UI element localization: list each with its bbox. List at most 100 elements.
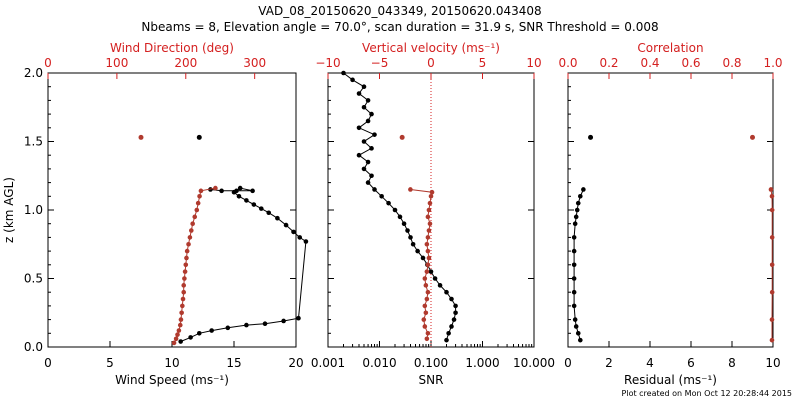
residual-residual-point: [578, 194, 583, 199]
snr-snr-point: [415, 248, 420, 254]
residual-residual-point: [575, 200, 581, 206]
snr-vertical-velocity-point: [425, 214, 431, 220]
snr-snr-point: [361, 139, 367, 144]
wind-wind-speed-point: [237, 185, 243, 191]
wind-wind-direction-point: [184, 255, 189, 261]
wind-wind-direction-point: [198, 188, 204, 194]
wind-wind-speed-point: [234, 188, 239, 194]
snr-snr-point: [361, 84, 367, 89]
wind-wind-direction-point: [194, 207, 200, 213]
snr-vertical-velocity-point: [423, 310, 429, 316]
residual-residual-point: [573, 324, 579, 329]
wind-wind-direction-point: [182, 276, 187, 281]
snr-snr-point: [386, 200, 391, 206]
snr-vertical-velocity-point: [427, 200, 433, 206]
wind-xtick-bottom-label: 5: [106, 356, 114, 370]
snr-xtick-bottom-label: 10.000: [513, 356, 555, 370]
snr-snr-point: [428, 269, 434, 274]
wind-wind-direction-point: [184, 248, 190, 254]
snr-snr-point: [451, 317, 457, 322]
residual-residual-point: [573, 214, 579, 220]
residual-xtick-top-label: 0.8: [722, 56, 741, 70]
snr-xtick-bottom-label: 0.001: [311, 356, 345, 370]
residual-residual-point: [571, 248, 577, 254]
wind-wind-direction-point: [187, 235, 193, 240]
snr-xtick-bottom-label: 0.100: [414, 356, 448, 370]
snr-snr-point: [449, 296, 454, 302]
snr-snr-point: [365, 98, 371, 103]
wind-wind-direction-point: [188, 228, 194, 233]
snr-snr-point: [372, 132, 377, 137]
wind-wind-speed-point: [251, 202, 257, 207]
snr-snr-point: [453, 310, 458, 316]
residual-residual-point: [571, 235, 577, 240]
snr-snr-point: [449, 324, 454, 329]
wind-xlabel-bottom: Wind Speed (ms⁻¹): [115, 373, 229, 387]
snr-vertical-velocity-point: [408, 187, 413, 192]
snr-vertical-velocity-point: [426, 228, 432, 233]
snr-xtick-top-label: −5: [371, 56, 389, 70]
residual-residual-isolated-point: [588, 134, 594, 140]
snr-vertical-velocity-point: [426, 207, 432, 213]
snr-snr-point: [379, 194, 384, 199]
wind-wind-direction-point: [181, 283, 187, 288]
wind-xtick-top-label: 200: [174, 56, 197, 70]
snr-snr-point: [372, 187, 377, 192]
snr-snr-point: [365, 159, 371, 165]
wind-wind-speed-point: [296, 315, 301, 321]
wind-xtick-top-label: 100: [105, 56, 128, 70]
snr-vertical-velocity-point: [426, 255, 432, 261]
snr-xtick-bottom-label: 0.010: [362, 356, 396, 370]
snr-vertical-velocity-point: [425, 262, 431, 268]
wind-wind-direction-point: [213, 185, 218, 191]
residual-xtick-bottom-label: 6: [687, 356, 695, 370]
snr-vertical-velocity-point: [421, 317, 427, 322]
snr-vertical-velocity-point: [428, 194, 434, 199]
residual-xtick-bottom-label: 2: [605, 356, 613, 370]
snr-vertical-velocity-point: [424, 336, 430, 342]
residual-xtick-bottom-label: 8: [728, 356, 736, 370]
wind-wind-speed-point: [250, 188, 255, 194]
residual-xtick-bottom-label: 0: [564, 356, 572, 370]
residual-correlation-point: [769, 289, 775, 295]
wind-wind-speed-point: [281, 318, 286, 324]
wind-wind-direction-point: [192, 214, 198, 220]
residual-correlation-point: [769, 262, 775, 268]
wind-wind-direction-point: [173, 336, 179, 342]
wind-wind-speed-point: [297, 235, 303, 240]
snr-snr-line: [343, 72, 457, 341]
residual-residual-point: [571, 289, 577, 295]
wind-wind-speed-point: [262, 321, 268, 327]
residual-correlation-isolated-point: [750, 134, 755, 140]
wind-wind-speed-point: [225, 325, 231, 331]
snr-xtick-top-label: 5: [479, 56, 487, 70]
wind-wind-speed-point: [188, 335, 193, 340]
wind-wind-direction-point: [175, 332, 180, 337]
snr-vertical-velocity-point: [423, 283, 429, 288]
wind-ytick-label: 2.0: [24, 66, 43, 80]
snr-vertical-velocity-point: [427, 221, 433, 226]
wind-wind-speed-point: [219, 188, 224, 194]
residual-residual-point: [572, 221, 578, 226]
wind-wind-direction-point: [180, 303, 185, 309]
wind-wind-direction-point: [190, 221, 195, 226]
snr-vertical-velocity-point: [425, 248, 431, 254]
wind-wind-direction-point: [197, 194, 202, 199]
plot-created-footer: Plot created on Mon Oct 12 20:28:44 2015: [622, 389, 792, 398]
residual-correlation-point: [768, 187, 774, 192]
snr-snr-point: [361, 166, 367, 172]
wind-wind-direction-isolated-point: [138, 134, 144, 140]
snr-xtick-top-label: −10: [315, 56, 340, 70]
snr-snr-point: [446, 331, 451, 336]
snr-snr-point: [369, 146, 374, 151]
snr-snr-point: [453, 303, 458, 309]
wind-ytick-label: 1.5: [24, 135, 43, 149]
snr-snr-point: [356, 152, 362, 158]
snr-snr-point: [401, 221, 407, 226]
wind-wind-direction-point: [178, 317, 184, 322]
residual-xtick-top-label: 0.2: [599, 56, 618, 70]
residual-residual-point: [571, 303, 577, 309]
residual-xlabel-bottom: Residual (ms⁻¹): [624, 373, 717, 387]
wind-wind-direction-point: [176, 328, 182, 333]
